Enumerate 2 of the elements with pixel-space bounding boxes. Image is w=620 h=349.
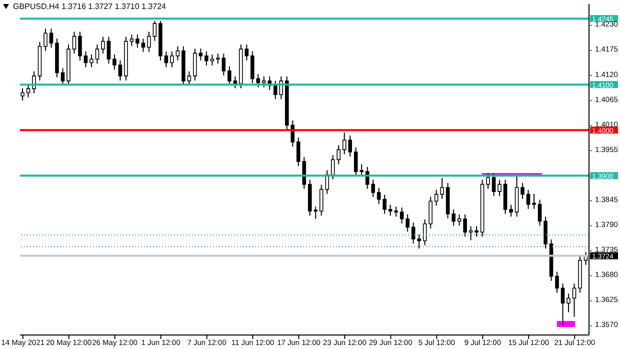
candlestick [532, 194, 536, 209]
chart-title: GBPUSD,H4 1.3716 1.3727 1.3710 1.3724 [13, 2, 166, 11]
